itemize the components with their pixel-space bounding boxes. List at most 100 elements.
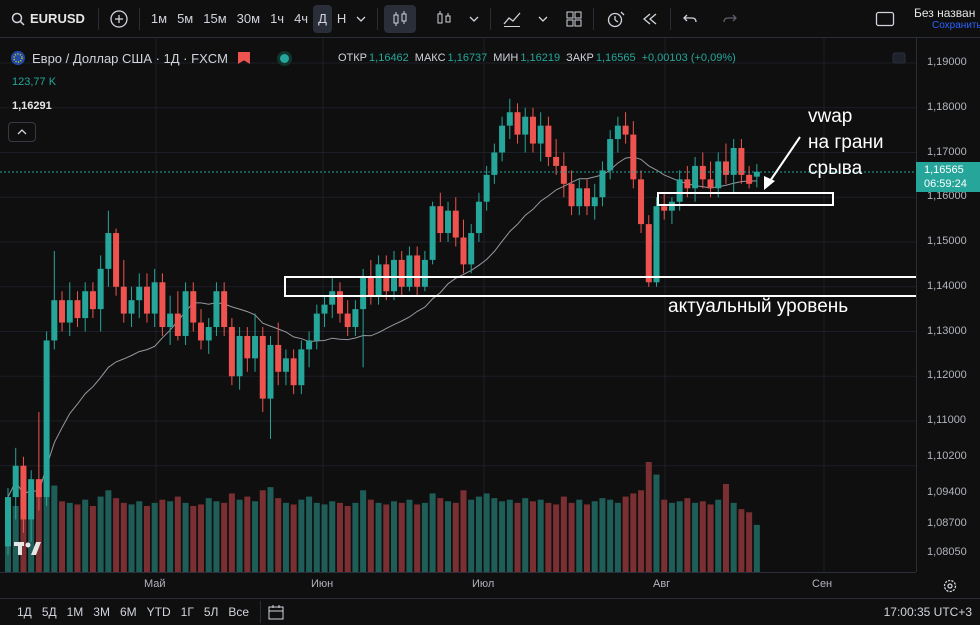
interval-30m[interactable]: 30м [236,11,261,26]
fullscreen-button[interactable] [870,5,900,33]
volume-bar [460,490,467,572]
layouts-button[interactable] [561,5,587,33]
range-1y[interactable]: 1Г [180,605,194,619]
range-5d[interactable]: 5Д [41,605,57,619]
tradingview-logo-icon [14,542,41,555]
volume-bar [198,504,204,572]
candle-body [437,206,444,234]
red-flag-icon[interactable] [237,52,250,64]
price-tick: 1,09400 [927,485,967,498]
interval-1m[interactable]: 1м [150,11,168,26]
candle-body [66,300,73,323]
high-label: МАКС [414,52,446,64]
divider [260,601,262,623]
candle-body [599,170,606,198]
volume-bar [128,504,135,572]
candle-body [89,291,96,310]
calendar-range-icon[interactable] [267,604,285,620]
redo-button[interactable] [717,5,743,33]
volume-bar [367,499,374,572]
range-1m[interactable]: 1М [66,605,84,619]
chevron-down-icon [469,16,479,22]
volume-bar [699,501,706,572]
range-all[interactable]: Все [228,605,250,619]
candle-body [51,300,58,341]
alert-button[interactable] [600,5,630,33]
vwap-annotation-line1: vwap [808,106,853,127]
candle-body [313,313,320,341]
price-axis[interactable]: 1,19000 1,18000 1,17000 1,16000 1,15000 1,140… [892,38,980,572]
flag-icon [11,51,25,65]
legend-title[interactable]: Евро / Доллар США · 1Д · FXCM [32,50,228,66]
save-layout-button[interactable]: Без назван Сохранить [914,7,980,32]
interval-5m[interactable]: 5м [177,11,194,26]
compare-button[interactable] [105,5,133,33]
candle-body [282,358,289,372]
candle-body [105,233,112,269]
tradingview-logo[interactable] [14,540,46,561]
volume-bar [638,490,645,572]
range-ytd[interactable]: YTD [146,605,171,619]
candle-body [182,291,189,336]
candle-body [352,309,359,328]
volume-bar [668,502,675,572]
settings-icon[interactable] [942,578,958,594]
vwap-annotation-line2: на грани [808,132,884,153]
replay-button[interactable] [636,5,664,33]
chart-pane[interactable] [0,38,969,572]
interval-week[interactable]: Н [336,11,347,26]
volume-bar [684,498,691,572]
clock[interactable]: 17:00:35 UTC+3 [883,605,972,619]
divider [490,7,492,30]
collapse-legend-button[interactable] [8,122,36,142]
candle-body [20,465,27,520]
save-link[interactable]: Сохранить [932,19,980,31]
time-tick-jul: Июл [472,578,495,590]
price-tick: 1,08050 [927,546,967,558]
undo-button[interactable] [677,5,703,33]
volume-bar [97,496,104,572]
interval-1h[interactable]: 1ч [270,11,285,26]
candle-body [560,165,567,184]
scale-settings-icon[interactable] [891,50,907,66]
volume-bar [391,501,397,572]
volume-bar [182,502,189,572]
range-6m[interactable]: 6М [119,605,137,619]
candle-body [329,291,336,305]
time-axis[interactable]: Май Июн Июл Авг Сен [0,572,957,598]
chart-type-dropdown[interactable] [464,5,484,33]
volume-bar [475,496,482,572]
interval-dropdown[interactable] [351,5,371,33]
candle-body [607,139,614,171]
candles-chart-type-button[interactable] [384,4,417,33]
interval-15m[interactable]: 15м [203,11,227,26]
volume-bar [344,506,351,572]
indicators-button[interactable] [497,5,527,33]
interval-day[interactable]: Д [313,4,332,33]
volume-bar [468,499,475,572]
bars-chart-type-button[interactable] [430,5,458,33]
volume-bar [221,502,228,572]
volume-bar [414,504,421,572]
volume-bar [167,501,174,572]
volume-bar [43,474,50,572]
range-1d[interactable]: 1Д [17,605,32,619]
range-3m[interactable]: 3М [93,605,110,619]
candle-body [5,497,11,547]
indicators-dropdown[interactable] [533,5,553,33]
current-price: 1,16565 [924,164,964,176]
volume-bar [738,509,745,572]
symbol-search-button[interactable]: EURUSD [6,5,90,33]
interval-4h[interactable]: 4ч [294,11,309,26]
volume-bar [553,504,560,572]
annotation-arrow-head [764,176,775,190]
price-tick: 1,16000 [927,190,967,203]
volume-bar [383,504,390,572]
chart-legend: Евро / Доллар США · 1Д · FXCM [10,50,289,66]
range-5y[interactable]: 5Л [203,605,219,619]
candle-body [244,335,251,359]
bottom-toolbar: 1Д 5Д 1М 3М 6М YTD 1Г 5Л Все 17:00:35 UT… [0,598,980,625]
volume-bar [360,490,367,572]
market-status-icon[interactable] [279,53,289,63]
volume-bar [437,498,444,572]
